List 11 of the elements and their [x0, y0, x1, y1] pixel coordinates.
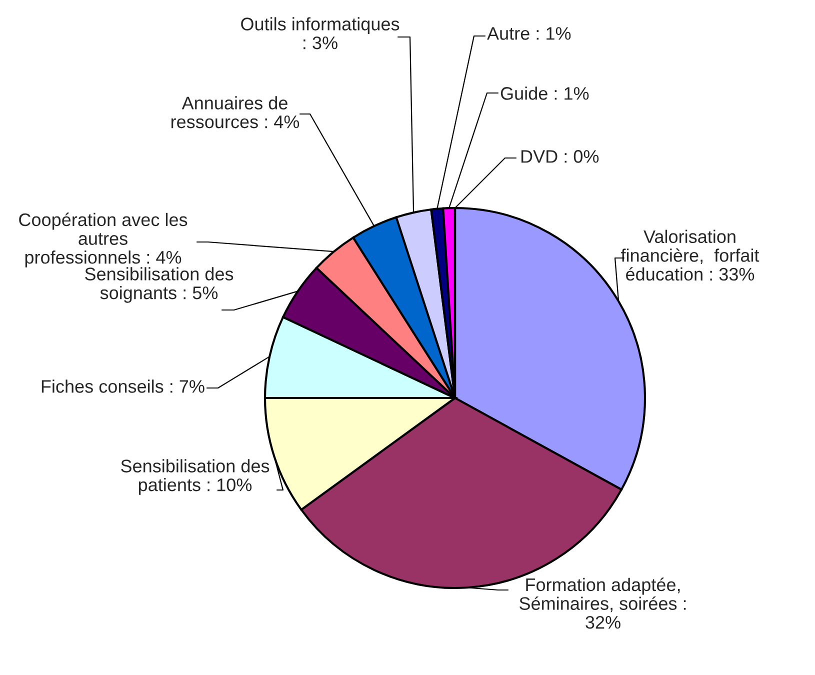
- slice-label: Fiches conseils : 7%: [42, 380, 204, 393]
- slice-label: Autre : 1%: [487, 27, 571, 40]
- slice-label: Sensibilisation des soignants : 5%: [85, 267, 234, 303]
- category-label: DVD : 0%: [521, 150, 599, 163]
- slice-label: Guide : 1%: [500, 86, 589, 100]
- slice-label: Sensibilisation des patients : 10%: [121, 459, 270, 495]
- slice-label: Annuaires de ressources : 4%: [171, 96, 300, 128]
- slice-label: Valorisation financière, forfait éducation : 33%: [621, 230, 760, 281]
- slice-label: Coopération avec les autres professionnels : 4%: [19, 212, 188, 268]
- slice-label: Formation adaptée, Séminaires, soirées : 32%: [520, 578, 686, 629]
- slice-label: Outils informatiques : 3%: [241, 17, 400, 50]
